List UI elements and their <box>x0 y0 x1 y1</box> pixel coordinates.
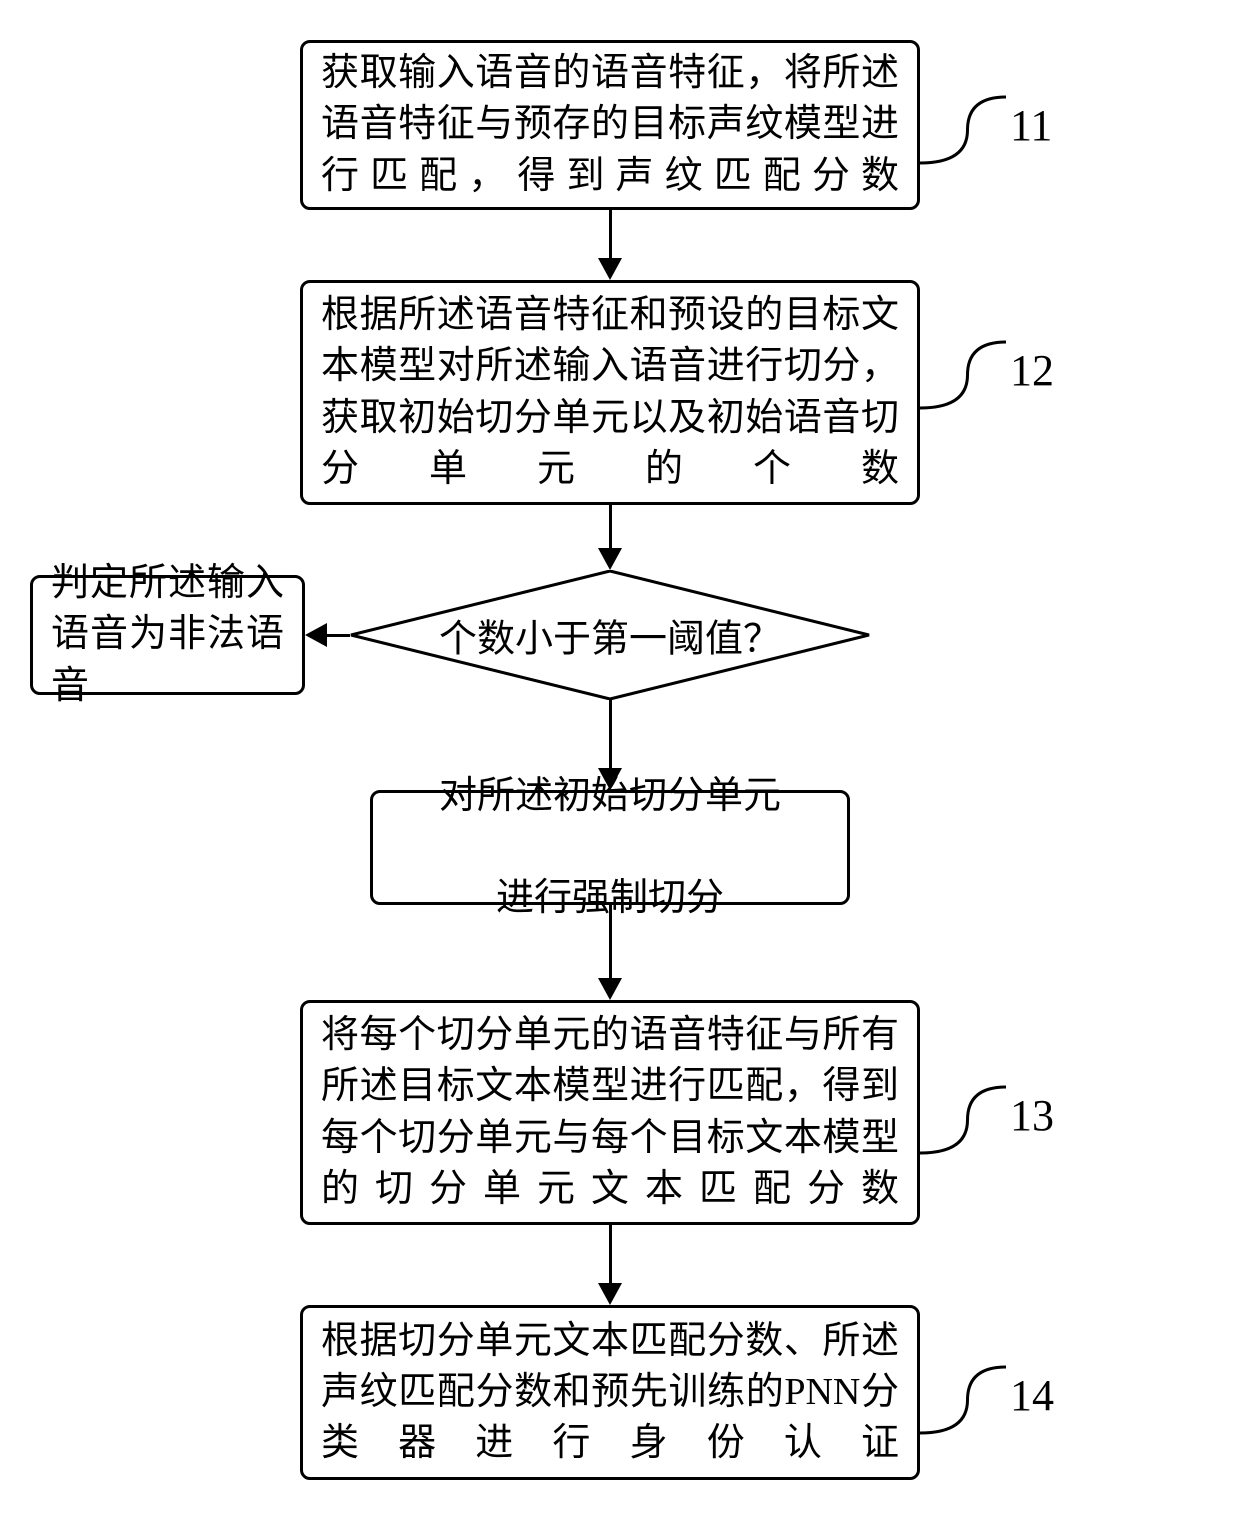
step-14-brace <box>918 1365 1008 1440</box>
step-11-text: 获取输入语音的语音特征，将所述语音特征与预存的目标声纹模型进行匹配，得到声纹匹配… <box>321 48 899 202</box>
force-segment-box: 对所述初始切分单元 进行强制切分 <box>370 790 850 905</box>
step-12-box: 根据所述语音特征和预设的目标文本模型对所述输入语音进行切分，获取初始切分单元以及… <box>300 280 920 505</box>
step-12-text: 根据所述语音特征和预设的目标文本模型对所述输入语音进行切分，获取初始切分单元以及… <box>321 290 899 495</box>
step-14-label: 14 <box>1010 1370 1054 1421</box>
step-11-brace <box>918 95 1008 170</box>
illegal-speech-text: 判定所述输入语音为非法语音 <box>51 558 284 712</box>
step-14-box: 根据切分单元文本匹配分数、所述声纹匹配分数和预先训练的PNN分类器进行身份认证 <box>300 1305 920 1480</box>
force-segment-text: 对所述初始切分单元 进行强制切分 <box>391 771 829 925</box>
step-11-box: 获取输入语音的语音特征，将所述语音特征与预存的目标声纹模型进行匹配，得到声纹匹配… <box>300 40 920 210</box>
decision-threshold: 个数小于第一阈值？ <box>350 570 870 700</box>
step-13-box: 将每个切分单元的语音特征与所有所述目标文本模型进行匹配，得到每个切分单元与每个目… <box>300 1000 920 1225</box>
step-12-brace <box>918 340 1008 415</box>
step-14-text: 根据切分单元文本匹配分数、所述声纹匹配分数和预先训练的PNN分类器进行身份认证 <box>321 1316 899 1470</box>
illegal-speech-box: 判定所述输入语音为非法语音 <box>30 575 305 695</box>
step-13-text: 将每个切分单元的语音特征与所有所述目标文本模型进行匹配，得到每个切分单元与每个目… <box>321 1010 899 1215</box>
flowchart-canvas: 获取输入语音的语音特征，将所述语音特征与预存的目标声纹模型进行匹配，得到声纹匹配… <box>0 0 1240 1535</box>
step-12-label: 12 <box>1010 345 1054 396</box>
step-11-label: 11 <box>1010 100 1052 151</box>
step-13-label: 13 <box>1010 1090 1054 1141</box>
decision-text: 个数小于第一阈值？ <box>350 608 870 663</box>
step-13-brace <box>918 1085 1008 1160</box>
